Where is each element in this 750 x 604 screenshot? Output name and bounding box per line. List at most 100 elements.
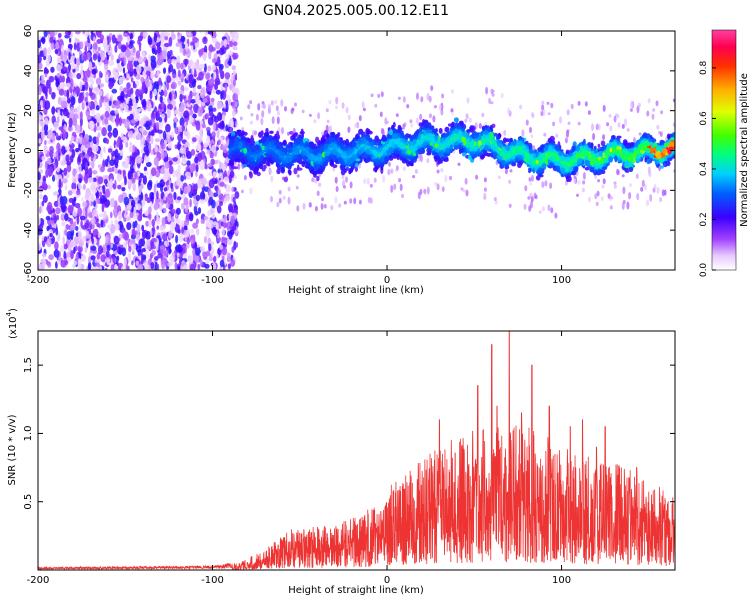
heatmap-noise-cell xyxy=(153,156,159,167)
heatmap-noise-cell xyxy=(227,252,231,260)
heatmap-scatter-cell xyxy=(601,184,605,189)
heatmap-noise-cell xyxy=(85,209,88,220)
heatmap-noise-cell xyxy=(119,149,124,156)
heatmap-noise-cell xyxy=(180,72,185,82)
heatmap-noise-cell xyxy=(184,58,188,68)
heatmap-noise-cell xyxy=(81,137,88,146)
heatmap-noise-cell xyxy=(175,179,181,187)
heatmap-scatter-cell xyxy=(549,182,553,189)
heatmap-noise-cell xyxy=(146,197,151,204)
heatmap-scatter-cell xyxy=(280,99,284,107)
heatmap-noise-cell xyxy=(108,100,112,107)
heatmap-noise-cell xyxy=(132,183,136,192)
heatmap-noise-cell xyxy=(156,190,159,200)
heatmap-noise-cell xyxy=(44,73,48,78)
heatmap-noise-cell xyxy=(120,44,127,53)
heatmap-scatter-cell xyxy=(414,169,418,174)
heatmap-noise-cell xyxy=(134,83,137,89)
heatmap-noise-cell xyxy=(104,201,110,208)
heatmap-noise-cell xyxy=(150,70,155,80)
heatmap-noise-cell xyxy=(114,44,118,53)
heatmap-scatter-cell xyxy=(318,182,322,187)
heatmap-noise-cell xyxy=(73,178,77,184)
heatmap-noise-cell xyxy=(172,100,176,106)
heatmap-scatter-cell xyxy=(646,110,650,117)
heatmap-scatter-cell xyxy=(402,123,406,130)
heatmap-scatter-cell xyxy=(577,180,581,185)
heatmap-band-cell xyxy=(249,172,253,179)
heatmap-noise-cell xyxy=(73,113,79,120)
heatmap-scatter-cell xyxy=(419,188,423,195)
heatmap-noise-cell xyxy=(130,77,134,83)
heatmap-scatter-cell xyxy=(596,190,600,197)
heatmap-noise-cell xyxy=(108,60,115,67)
heatmap-noise-cell xyxy=(211,144,217,153)
heatmap-noise-cell xyxy=(194,255,200,264)
heatmap-band-cell xyxy=(263,164,267,169)
heatmap-noise-cell xyxy=(139,127,145,132)
heatmap-noise-cell xyxy=(95,262,100,267)
heatmap-noise-cell xyxy=(108,133,112,139)
heatmap-scatter-cell xyxy=(358,199,362,205)
heatmap-noise-cell xyxy=(135,50,141,59)
heatmap-noise-cell xyxy=(235,242,239,248)
heatmap-scatter-cell xyxy=(232,93,236,101)
heatmap-noise-cell xyxy=(137,170,141,177)
heatmap-noise-cell xyxy=(64,184,68,191)
heatmap-noise-cell xyxy=(135,203,142,211)
heatmap-noise-cell xyxy=(133,151,137,158)
heatmap-noise-cell xyxy=(161,259,166,269)
heatmap-noise-cell xyxy=(190,228,195,235)
heatmap-scatter-cell xyxy=(412,175,416,179)
heatmap-scatter-cell xyxy=(257,103,261,111)
heatmap-noise-cell xyxy=(197,84,202,90)
heatmap-scatter-cell xyxy=(659,131,663,137)
heatmap-noise-cell xyxy=(137,264,144,270)
heatmap-noise-cell xyxy=(171,58,176,64)
heatmap-noise-cell xyxy=(219,113,223,121)
heatmap-scatter-cell xyxy=(323,203,327,209)
heatmap-noise-cell xyxy=(212,135,216,141)
heatmap-noise-cell xyxy=(110,211,113,219)
heatmap-scatter-cell xyxy=(647,98,651,104)
heatmap-noise-cell xyxy=(129,164,134,175)
heatmap-noise-cell xyxy=(55,227,59,236)
heatmap-noise-cell xyxy=(103,44,110,52)
heatmap-band-cell xyxy=(269,130,274,134)
heatmap-noise-cell xyxy=(103,178,108,185)
heatmap-noise-cell xyxy=(201,177,207,186)
heatmap-noise-cell xyxy=(98,191,103,198)
heatmap-noise-cell xyxy=(137,214,142,222)
heatmap-noise-cell xyxy=(161,113,165,119)
heatmap-noise-cell xyxy=(132,47,136,53)
heatmap-noise-cell xyxy=(110,197,115,208)
heatmap-noise-cell xyxy=(148,142,152,152)
heatmap-scatter-cell xyxy=(341,102,345,109)
heatmap-scatter-cell xyxy=(485,86,489,95)
heatmap-scatter-cell xyxy=(269,168,272,175)
heatmap-scatter-cell xyxy=(655,100,659,107)
heatmap-scatter-cell xyxy=(646,199,649,207)
heatmap-noise-cell xyxy=(46,157,52,165)
heatmap-noise-cell xyxy=(218,63,224,70)
heatmap-noise-cell xyxy=(113,71,119,81)
heatmap-noise-cell xyxy=(163,32,170,37)
heatmap-scatter-cell xyxy=(353,197,357,205)
heatmap-noise-cell xyxy=(68,37,72,43)
heatmap-noise-cell xyxy=(106,244,111,252)
heatmap-noise-cell xyxy=(141,51,146,58)
heatmap-scatter-cell xyxy=(398,178,402,183)
heatmap-noise-cell xyxy=(150,136,154,145)
heatmap-noise-cell xyxy=(182,264,188,270)
heatmap-noise-cell xyxy=(58,256,62,262)
heatmap-noise-cell xyxy=(48,86,52,95)
heatmap-noise-cell xyxy=(39,169,43,174)
heatmap-noise-cell xyxy=(88,61,93,71)
heatmap-noise-cell xyxy=(142,130,148,136)
heatmap-scatter-cell xyxy=(308,202,312,208)
heatmap-noise-cell xyxy=(232,41,238,47)
heatmap-noise-cell xyxy=(150,111,156,122)
heatmap-noise-cell xyxy=(68,197,74,203)
heatmap-noise-cell xyxy=(208,178,215,189)
heatmap-scatter-cell xyxy=(296,174,300,178)
